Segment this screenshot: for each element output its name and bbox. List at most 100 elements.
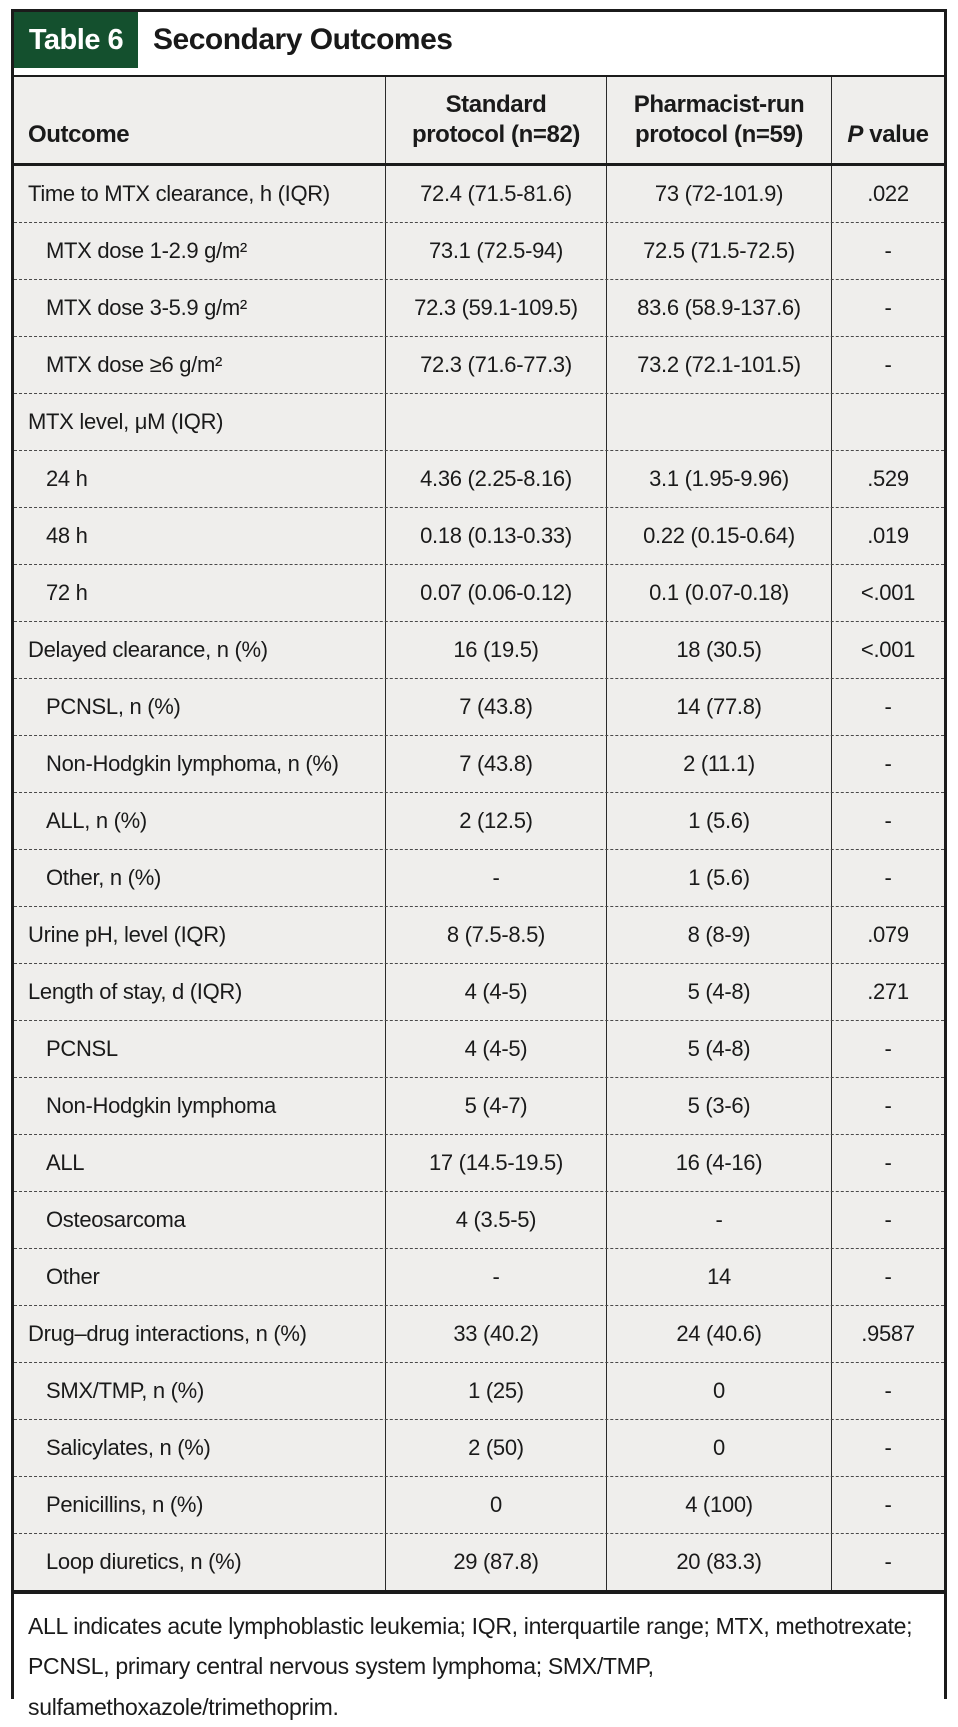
pharmacist-protocol-cell: 8 (8-9) xyxy=(606,907,831,963)
column-header-line: Standard xyxy=(445,91,547,118)
standard-protocol-cell: 72.3 (71.6-77.3) xyxy=(385,337,606,393)
p-value-cell: .271 xyxy=(831,964,944,1020)
outcome-cell: 24 h xyxy=(46,466,88,491)
pharmacist-protocol-cell: 5 (4-8) xyxy=(606,1021,831,1077)
p-value-cell: - xyxy=(831,1078,944,1134)
table-title: Secondary Outcomes xyxy=(153,23,453,56)
standard-protocol-cell: 16 (19.5) xyxy=(385,622,606,678)
p-value-cell: - xyxy=(831,223,944,279)
pharmacist-protocol-cell: 4 (100) xyxy=(606,1477,831,1533)
standard-protocol-cell: 72.4 (71.5-81.6) xyxy=(385,166,606,222)
pharmacist-protocol-cell: 1 (5.6) xyxy=(606,850,831,906)
p-value-cell xyxy=(831,394,944,450)
standard-protocol-cell: 1 (25) xyxy=(385,1363,606,1419)
outcome-cell: PCNSL, n (%) xyxy=(46,694,181,719)
table-row: Time to MTX clearance, h (IQR) 72.4 (71.… xyxy=(14,166,944,222)
table-row: Length of stay, d (IQR) 4 (4-5) 5 (4-8) … xyxy=(14,963,944,1020)
table-row: PCNSL, n (%) 7 (43.8) 14 (77.8) - xyxy=(14,678,944,735)
table-row: Delayed clearance, n (%) 16 (19.5) 18 (3… xyxy=(14,621,944,678)
outcome-cell: Delayed clearance, n (%) xyxy=(28,637,268,662)
p-value-cell: - xyxy=(831,793,944,849)
pharmacist-protocol-cell: 14 (77.8) xyxy=(606,679,831,735)
table-header-row: Outcome Standard protocol (n=82) Pharmac… xyxy=(14,75,944,166)
outcome-cell: Penicillins, n (%) xyxy=(46,1492,204,1517)
outcome-cell: MTX dose 3-5.9 g/m² xyxy=(46,295,247,320)
table-row: Penicillins, n (%) 0 4 (100) - xyxy=(14,1476,944,1533)
table-row: 48 h 0.18 (0.13-0.33) 0.22 (0.15-0.64) .… xyxy=(14,507,944,564)
outcome-cell: Non-Hodgkin lymphoma, n (%) xyxy=(46,751,339,776)
p-value-cell: <.001 xyxy=(831,622,944,678)
table-number-badge: Table 6 xyxy=(14,12,138,68)
p-value-cell: .019 xyxy=(831,508,944,564)
outcome-cell: Salicylates, n (%) xyxy=(46,1435,211,1460)
pharmacist-protocol-cell: 18 (30.5) xyxy=(606,622,831,678)
pharmacist-protocol-cell: 0.22 (0.15-0.64) xyxy=(606,508,831,564)
p-value-cell: .079 xyxy=(831,907,944,963)
standard-protocol-cell: 7 (43.8) xyxy=(385,679,606,735)
standard-protocol-cell: 2 (50) xyxy=(385,1420,606,1476)
p-value-cell: <.001 xyxy=(831,565,944,621)
outcome-cell: Drug–drug interactions, n (%) xyxy=(28,1321,307,1346)
outcome-cell: 72 h xyxy=(46,580,88,605)
p-value-cell: - xyxy=(831,1249,944,1305)
outcome-cell: MTX dose ≥6 g/m² xyxy=(46,352,222,377)
p-value-cell: - xyxy=(831,1477,944,1533)
column-header-line: Pharmacist-run xyxy=(633,91,805,118)
table-row: Other - 14 - xyxy=(14,1248,944,1305)
p-value-cell: - xyxy=(831,1021,944,1077)
p-value-cell: - xyxy=(831,280,944,336)
outcome-cell: MTX dose 1-2.9 g/m² xyxy=(46,238,247,263)
pharmacist-protocol-cell: 5 (3-6) xyxy=(606,1078,831,1134)
table-row: ALL, n (%) 2 (12.5) 1 (5.6) - xyxy=(14,792,944,849)
table-row: Salicylates, n (%) 2 (50) 0 - xyxy=(14,1419,944,1476)
outcome-cell: MTX level, μM (IQR) xyxy=(28,409,224,434)
column-header-standard-protocol: Standard protocol (n=82) xyxy=(385,77,606,163)
pharmacist-protocol-cell: 14 xyxy=(606,1249,831,1305)
standard-protocol-cell: 2 (12.5) xyxy=(385,793,606,849)
table-row: 72 h 0.07 (0.06-0.12) 0.1 (0.07-0.18) <.… xyxy=(14,564,944,621)
p-value-cell: - xyxy=(831,1192,944,1248)
outcome-cell: ALL xyxy=(46,1150,85,1175)
standard-protocol-cell: 29 (87.8) xyxy=(385,1534,606,1590)
table-row: MTX level, μM (IQR) xyxy=(14,393,944,450)
table-row: PCNSL 4 (4-5) 5 (4-8) - xyxy=(14,1020,944,1077)
outcome-cell: SMX/TMP, n (%) xyxy=(46,1378,204,1403)
standard-protocol-cell: 7 (43.8) xyxy=(385,736,606,792)
standard-protocol-cell: 4.36 (2.25-8.16) xyxy=(385,451,606,507)
outcome-cell: Loop diuretics, n (%) xyxy=(46,1549,242,1574)
p-italic: P xyxy=(847,121,863,148)
table-footnote: ALL indicates acute lymphoblastic leukem… xyxy=(14,1590,944,1727)
standard-protocol-cell xyxy=(385,394,606,450)
standard-protocol-cell: 4 (4-5) xyxy=(385,964,606,1020)
outcome-cell: ALL, n (%) xyxy=(46,808,147,833)
outcome-cell: Non-Hodgkin lymphoma xyxy=(46,1093,276,1118)
p-value-cell: - xyxy=(831,337,944,393)
p-value-cell: .9587 xyxy=(831,1306,944,1362)
standard-protocol-cell: 4 (4-5) xyxy=(385,1021,606,1077)
standard-protocol-cell: 8 (7.5-8.5) xyxy=(385,907,606,963)
p-value-text: value xyxy=(862,121,929,148)
table-row: SMX/TMP, n (%) 1 (25) 0 - xyxy=(14,1362,944,1419)
p-value-cell: - xyxy=(831,850,944,906)
standard-protocol-cell: 72.3 (59.1-109.5) xyxy=(385,280,606,336)
standard-protocol-cell: 17 (14.5-19.5) xyxy=(385,1135,606,1191)
pharmacist-protocol-cell: 0 xyxy=(606,1420,831,1476)
p-value-cell: .022 xyxy=(831,166,944,222)
outcome-cell: Other xyxy=(46,1264,100,1289)
table-row: MTX dose 3-5.9 g/m² 72.3 (59.1-109.5) 83… xyxy=(14,279,944,336)
outcome-cell: Time to MTX clearance, h (IQR) xyxy=(28,181,330,206)
table-frame: Table 6 Secondary Outcomes Outcome Stand… xyxy=(11,9,947,1727)
table-row: MTX dose 1-2.9 g/m² 73.1 (72.5-94) 72.5 … xyxy=(14,222,944,279)
table-titlebar: Table 6 Secondary Outcomes xyxy=(14,12,944,75)
column-header-pharmacist-protocol: Pharmacist-run protocol (n=59) xyxy=(606,77,831,163)
table-row: Osteosarcoma 4 (3.5-5) - - xyxy=(14,1191,944,1248)
standard-protocol-cell: 33 (40.2) xyxy=(385,1306,606,1362)
table-row: MTX dose ≥6 g/m² 72.3 (71.6-77.3) 73.2 (… xyxy=(14,336,944,393)
pharmacist-protocol-cell: 0.1 (0.07-0.18) xyxy=(606,565,831,621)
column-header-line: protocol (n=59) xyxy=(634,121,803,148)
p-value-cell: - xyxy=(831,736,944,792)
table-body: Time to MTX clearance, h (IQR) 72.4 (71.… xyxy=(14,166,944,1590)
column-header-p-value: P value xyxy=(831,77,944,163)
pharmacist-protocol-cell: 3.1 (1.95-9.96) xyxy=(606,451,831,507)
standard-protocol-cell: 0 xyxy=(385,1477,606,1533)
